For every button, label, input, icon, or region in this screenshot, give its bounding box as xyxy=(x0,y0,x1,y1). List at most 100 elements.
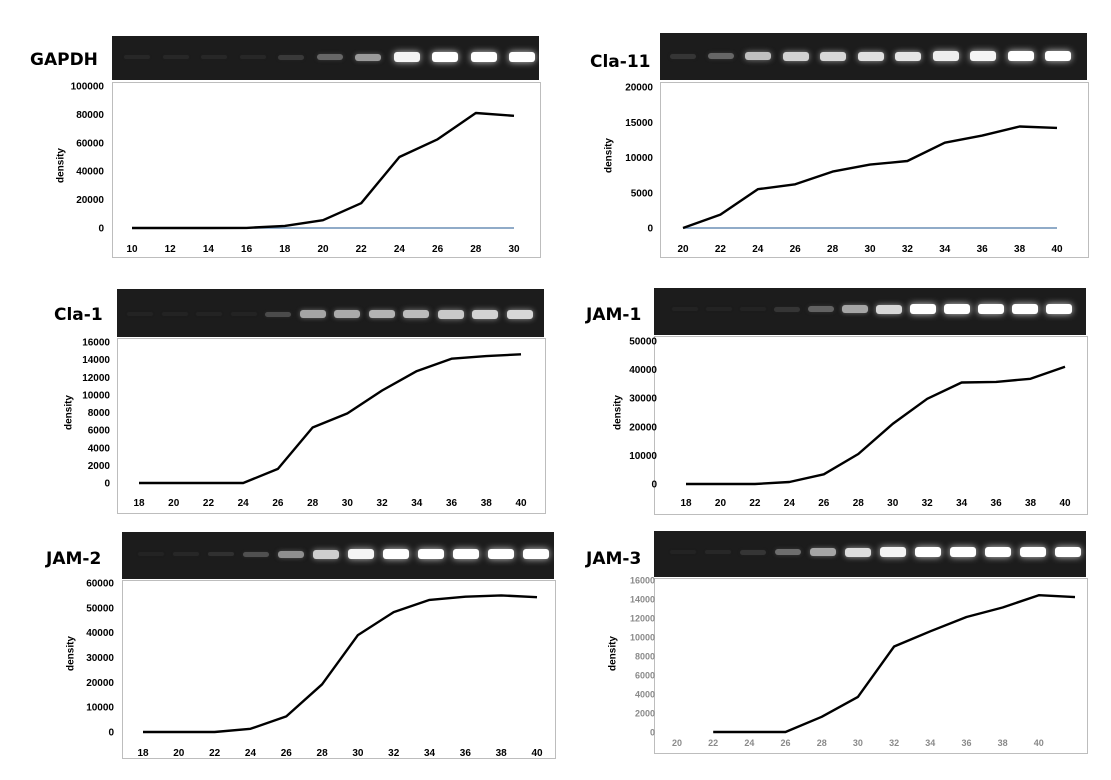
gel-band xyxy=(418,549,444,559)
gel-band xyxy=(138,552,164,556)
x-tick-label: 24 xyxy=(394,244,406,255)
x-tick-label: 28 xyxy=(470,244,482,255)
y-tick-label: 4000 xyxy=(635,690,655,700)
gel-band xyxy=(393,52,420,62)
y-tick-label: 60000 xyxy=(86,579,114,590)
gel-band xyxy=(820,51,846,61)
gel-band xyxy=(334,310,360,318)
gel-band xyxy=(706,307,732,311)
y-tick-label: 6000 xyxy=(635,671,655,681)
gel-band xyxy=(1055,547,1081,557)
x-tick-label: 28 xyxy=(307,498,319,509)
x-tick-label: 38 xyxy=(1025,498,1037,509)
gel-band xyxy=(895,51,921,61)
y-tick-label: 16000 xyxy=(82,338,110,349)
x-tick-label: 40 xyxy=(1059,498,1071,509)
x-tick-label: 32 xyxy=(388,748,400,759)
x-tick-label: 22 xyxy=(708,738,718,748)
gel-band xyxy=(488,549,514,559)
x-tick-label: 22 xyxy=(356,244,368,255)
y-tick-label: 10000 xyxy=(629,451,657,462)
gel-band xyxy=(383,549,409,559)
gel-band xyxy=(313,549,339,559)
x-tick-label: 38 xyxy=(1014,244,1026,255)
panel-title: JAM-2 xyxy=(46,549,102,569)
x-tick-label: 24 xyxy=(245,748,257,759)
y-tick-label: 16000 xyxy=(630,576,655,586)
gel-band xyxy=(985,547,1011,557)
y-tick-label: 80000 xyxy=(76,110,104,121)
y-tick-label: 60000 xyxy=(76,138,104,149)
x-tick-label: 20 xyxy=(672,738,682,748)
y-tick-label: 2000 xyxy=(635,709,655,719)
x-tick-label: 18 xyxy=(680,498,692,509)
x-tick-label: 24 xyxy=(784,498,796,509)
gel-band xyxy=(1045,51,1071,61)
x-tick-label: 34 xyxy=(939,244,951,255)
x-tick-label: 32 xyxy=(902,244,914,255)
x-tick-label: 40 xyxy=(515,498,527,509)
series-line xyxy=(686,365,1066,486)
y-tick-label: 20000 xyxy=(629,422,657,433)
gel-band xyxy=(845,547,871,557)
x-tick-label: 26 xyxy=(281,748,293,759)
y-tick-label: 10000 xyxy=(86,703,114,714)
x-tick-label: 40 xyxy=(531,748,543,759)
x-tick-label: 24 xyxy=(238,498,250,509)
gel-band xyxy=(316,54,343,60)
gel-band xyxy=(368,310,395,318)
y-tick-label: 50000 xyxy=(629,337,657,348)
y-tick-label: 40000 xyxy=(76,167,104,178)
x-tick-label: 34 xyxy=(411,498,423,509)
gel-image xyxy=(660,33,1087,80)
y-tick-label: 40000 xyxy=(86,628,114,639)
x-tick-label: 28 xyxy=(317,748,329,759)
gel-band xyxy=(278,54,304,60)
gel-band xyxy=(915,547,941,557)
x-tick-label: 36 xyxy=(977,244,989,255)
x-tick-label: 34 xyxy=(925,738,935,748)
gel-band xyxy=(278,550,304,558)
y-tick-label: 12000 xyxy=(630,614,655,624)
panel-title: JAM-3 xyxy=(586,549,642,569)
x-tick-label: 36 xyxy=(961,738,971,748)
x-tick-label: 28 xyxy=(827,244,839,255)
x-tick-label: 36 xyxy=(991,498,1003,509)
x-tick-label: 20 xyxy=(317,244,329,255)
gel-band xyxy=(950,547,976,557)
y-tick-label: 30000 xyxy=(86,653,114,664)
x-tick-label: 22 xyxy=(749,498,761,509)
x-tick-label: 30 xyxy=(853,738,863,748)
series-line xyxy=(713,594,1076,734)
x-tick-label: 20 xyxy=(715,498,727,509)
gel-band xyxy=(355,53,381,61)
y-tick-label: 0 xyxy=(104,479,110,490)
gel-image xyxy=(654,531,1086,577)
gel-band xyxy=(506,309,533,319)
x-tick-label: 26 xyxy=(272,498,284,509)
x-tick-label: 36 xyxy=(460,748,472,759)
gel-band xyxy=(201,55,227,59)
gel-band xyxy=(932,51,959,61)
x-tick-label: 28 xyxy=(817,738,827,748)
y-tick-label: 8000 xyxy=(635,652,655,662)
series-line xyxy=(143,594,538,734)
x-tick-label: 20 xyxy=(168,498,180,509)
gel-band xyxy=(740,549,766,555)
gel-band xyxy=(472,309,498,319)
y-tick-label: 10000 xyxy=(625,153,653,164)
gel-band xyxy=(437,309,464,319)
x-tick-label: 34 xyxy=(424,748,436,759)
gel-band xyxy=(740,307,766,311)
y-tick-label: 8000 xyxy=(88,408,111,419)
gel-band xyxy=(774,306,800,312)
x-tick-label: 20 xyxy=(173,748,185,759)
series-line xyxy=(139,353,522,485)
gel-band xyxy=(842,305,868,313)
x-tick-label: 12 xyxy=(165,244,177,255)
x-tick-label: 26 xyxy=(818,498,830,509)
